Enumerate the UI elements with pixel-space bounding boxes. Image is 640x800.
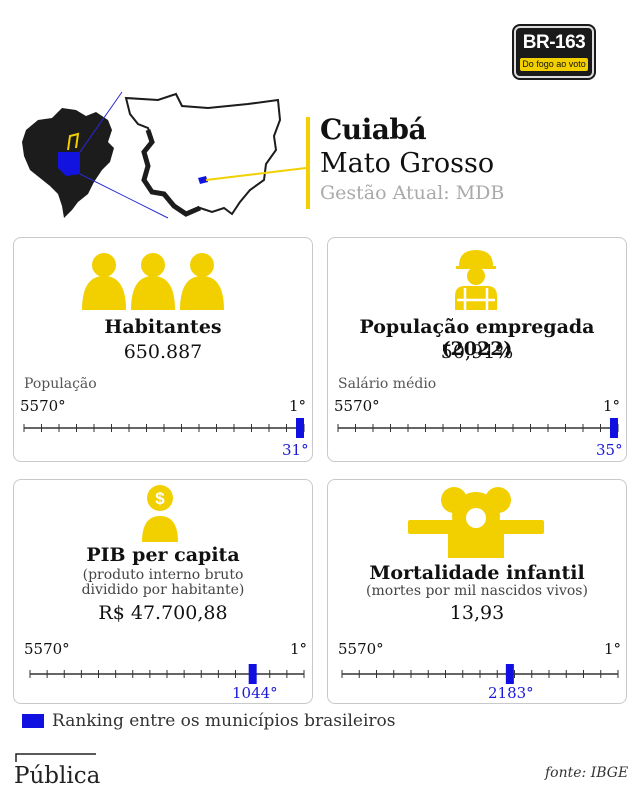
publica-logo: Pública	[14, 763, 101, 789]
map-brazil-mato-grosso	[22, 91, 307, 219]
people-icon	[82, 253, 224, 310]
scale-best-label: 1°	[290, 640, 308, 658]
card-subtitle-line1: (produto interno bruto	[82, 567, 244, 583]
mato-grosso-highlight-icon	[58, 152, 80, 176]
card-value: 650.887	[123, 341, 203, 363]
worker-icon	[455, 250, 497, 310]
cuiaba-marker-icon	[198, 176, 208, 184]
scale-worst-label: 5570°	[24, 640, 70, 658]
rank-scale	[337, 418, 619, 438]
card-habitantes: Habitantes 650.887 População 5570° 1° 31…	[13, 237, 313, 462]
rank-label: 35°	[596, 441, 623, 459]
scale-best-label: 1°	[604, 640, 622, 658]
rank-marker	[248, 664, 257, 684]
scale-worst-label: 5570°	[338, 640, 384, 658]
current-administration: Gestão Atual: MDB	[320, 182, 505, 204]
rank-label: 2183°	[488, 684, 534, 702]
card-title: Habitantes	[104, 316, 222, 338]
card-pib-per-capita: $ PIB per capita (produto interno bruto …	[13, 479, 313, 704]
mato-grosso-outline-icon	[124, 92, 282, 216]
rank-marker	[610, 418, 618, 438]
rank-label: 1044°	[232, 684, 278, 702]
legend-swatch	[22, 714, 44, 728]
logo-subtitle: Do fogo ao voto	[520, 58, 588, 71]
card-title: Mortalidade infantil	[369, 562, 585, 584]
card-metric-label: Salário médio	[338, 376, 437, 392]
scale-best-label: 1°	[289, 397, 307, 415]
scale-worst-label: 5570°	[334, 397, 380, 415]
rank-scale	[29, 664, 305, 684]
source-note: fonte: IBGE	[545, 765, 629, 781]
rank-marker	[296, 418, 304, 438]
card-title: PIB per capita	[86, 544, 240, 566]
rank-label: 31°	[282, 441, 309, 459]
scale-worst-label: 5570°	[20, 397, 66, 415]
card-value: 50,91%	[440, 341, 514, 363]
card-subtitle-line1: (mortes por mil nascidos vivos)	[366, 583, 588, 599]
rank-scale	[341, 664, 619, 684]
legend-text: Ranking entre os municípios brasileiros	[52, 711, 396, 731]
publica-logo-mark-icon	[15, 753, 96, 762]
state-name: Mato Grosso	[320, 148, 495, 179]
logo-title: BR-163	[522, 32, 586, 53]
br163-logo: BR-163 Do fogo ao voto	[514, 26, 594, 78]
svg-text:$: $	[155, 489, 165, 508]
scale-best-label: 1°	[603, 397, 621, 415]
card-value: 13,93	[449, 602, 505, 624]
card-subtitle-line2: dividido por habitante)	[81, 582, 245, 598]
city-name: Cuiabá	[320, 113, 427, 146]
rank-scale	[23, 418, 305, 438]
card-title: População empregada (2022)	[359, 316, 595, 360]
baby-icon	[408, 487, 544, 558]
card-value: R$ 47.700,88	[98, 602, 228, 624]
card-metric-label: População	[24, 376, 97, 392]
rank-marker	[505, 664, 514, 684]
card-mortalidade-infantil: Mortalidade infantil (mortes por mil nas…	[327, 479, 627, 704]
header-accent-bar	[306, 117, 310, 209]
money-person-icon: $	[142, 485, 178, 542]
card-populacao-empregada: População empregada (2022) 50,91% Salári…	[327, 237, 627, 462]
